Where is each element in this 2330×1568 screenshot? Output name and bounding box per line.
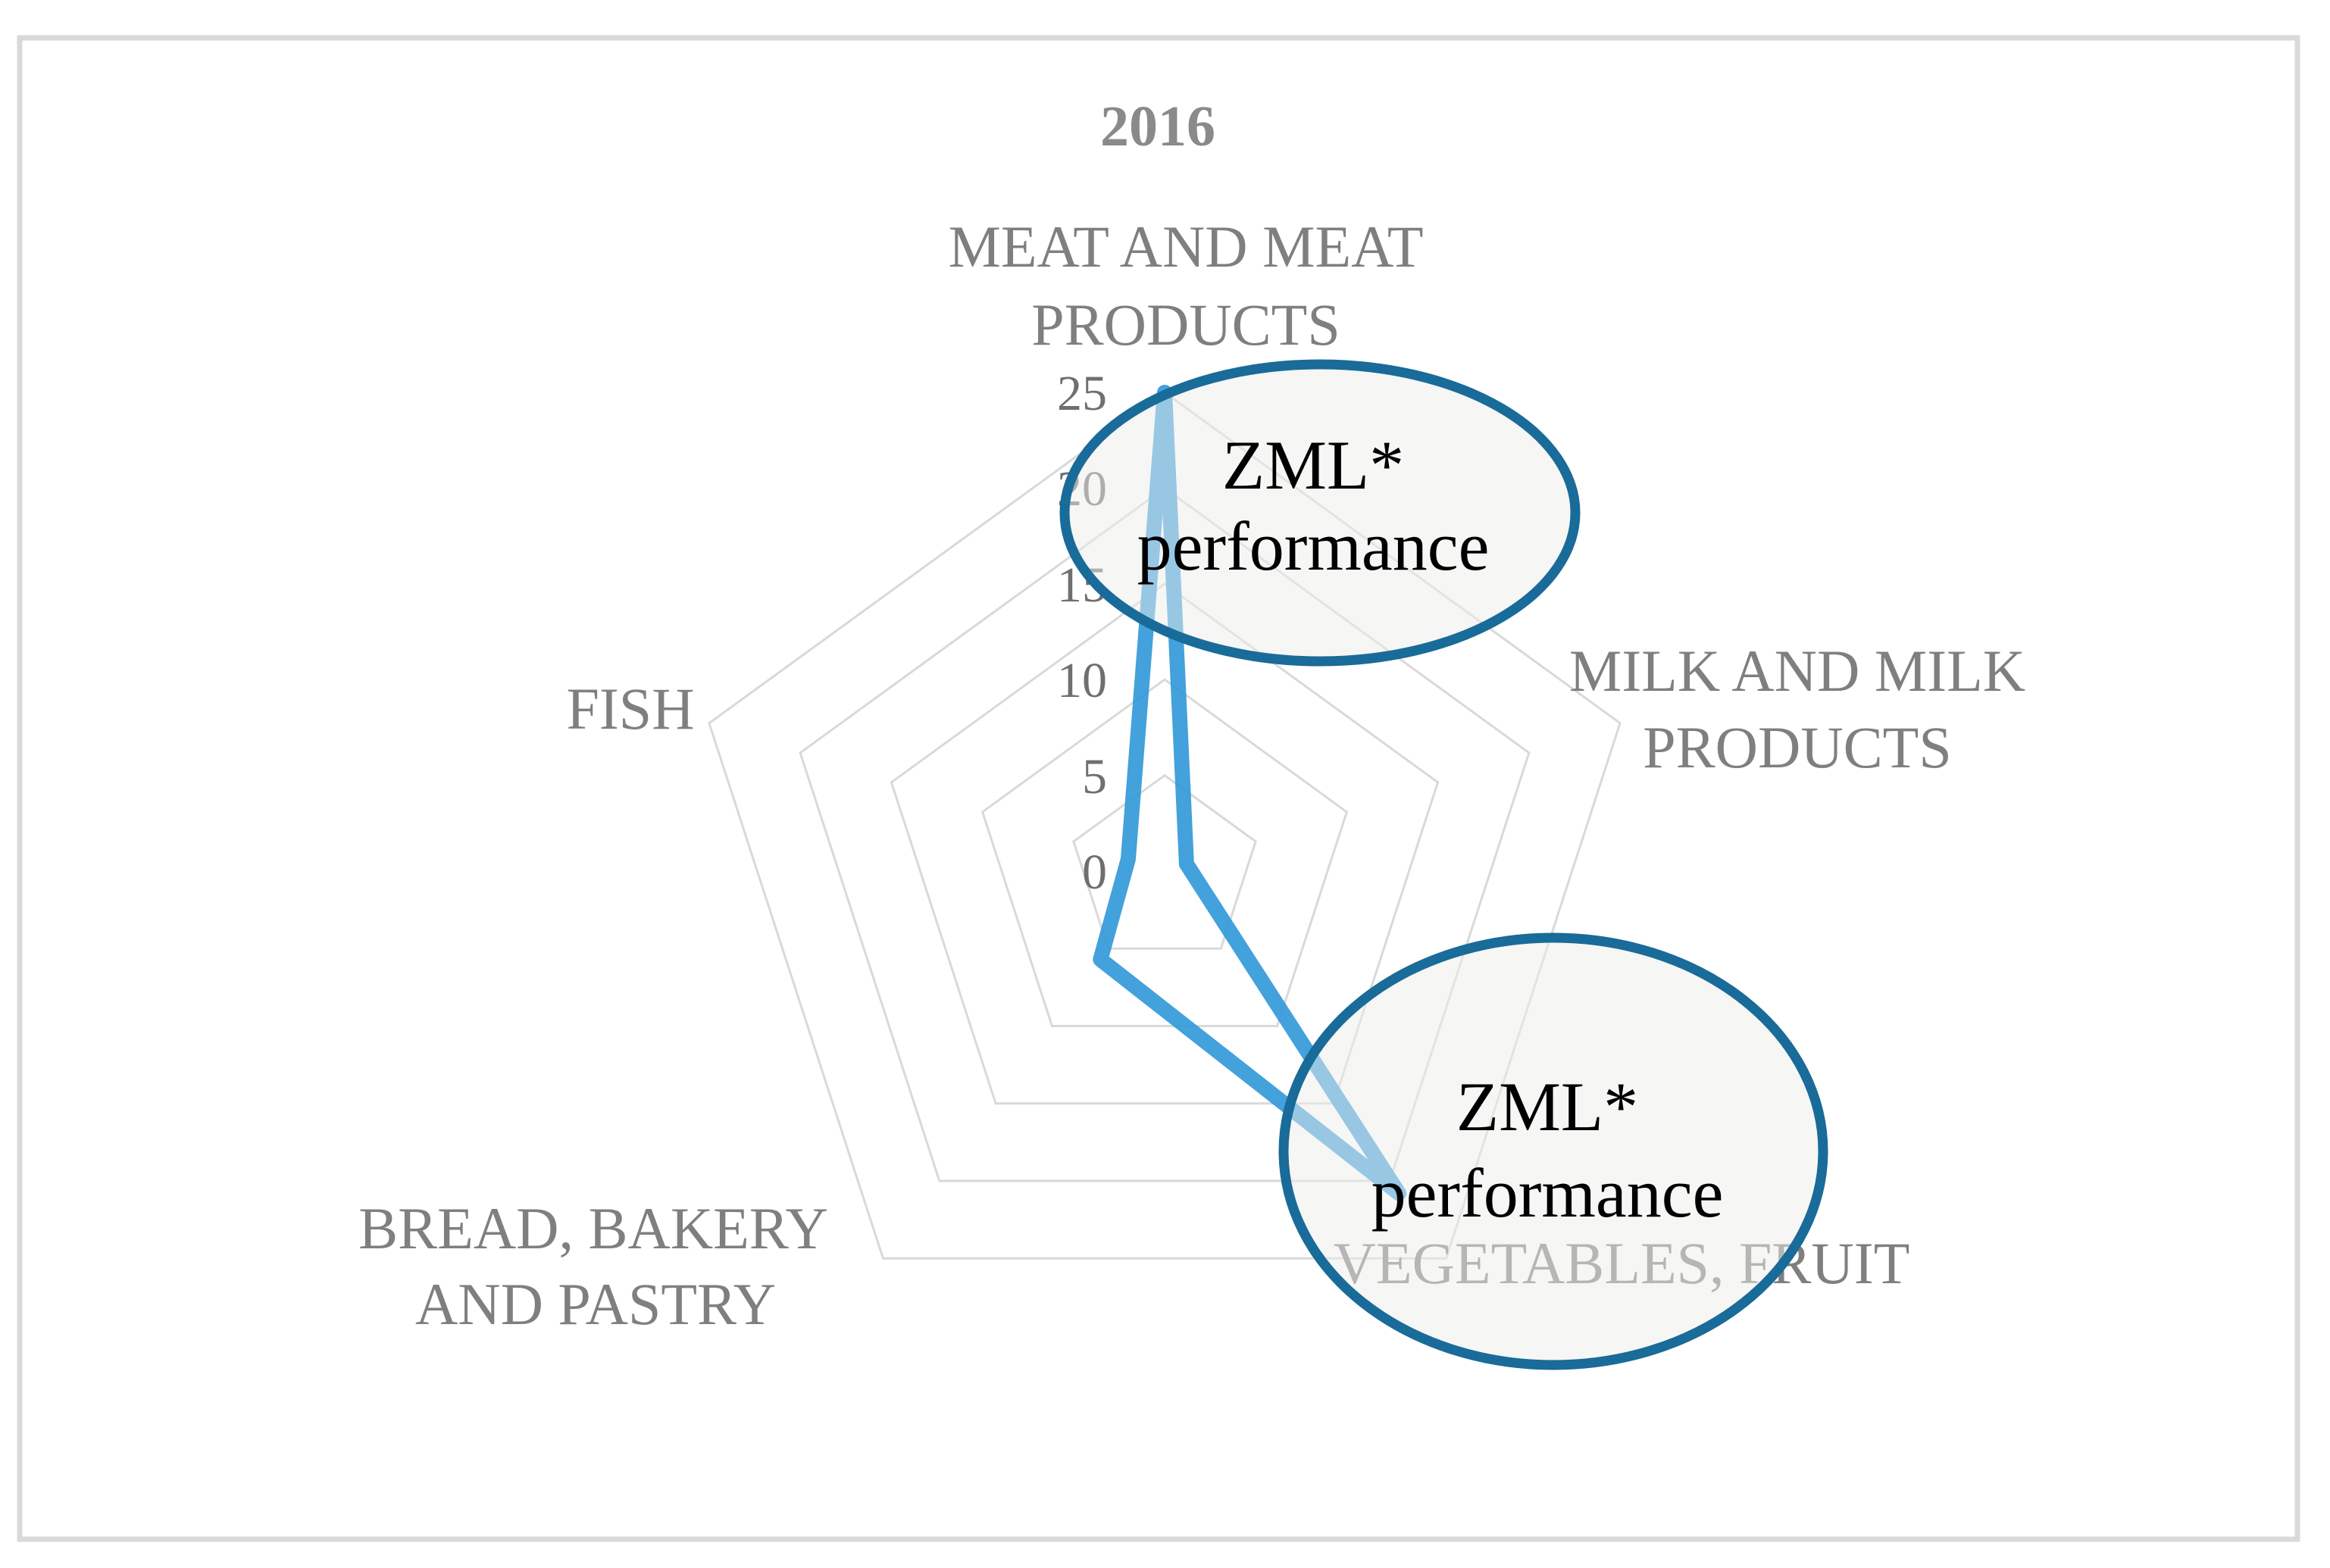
axis-label-bread-line1: BREAD, BAKERY [358, 1195, 828, 1261]
callout-top-ellipse [1059, 359, 1581, 667]
callout-top-text-line1: ZML* [1222, 426, 1404, 504]
axis-label-fish: FISH [566, 676, 694, 742]
tick-label-5: 5 [1082, 749, 1107, 804]
callout-bottom-text-line1: ZML* [1456, 1068, 1638, 1145]
grid-ring-5 [1072, 773, 1257, 950]
chart-title: 2016 [1100, 95, 1215, 158]
callout-bottom-ellipse [1278, 932, 1828, 1370]
grid-ring-15 [890, 582, 1440, 1105]
axis-label-bread-line2: AND PASTRY [415, 1271, 776, 1337]
series-polygon-zml-performance [1093, 385, 1407, 1201]
tick-label-25: 25 [1057, 366, 1107, 421]
axis-label-meat-line2: PRODUCTS [1031, 292, 1340, 358]
axis-label-meat-line1: MEAT AND MEAT [949, 214, 1424, 280]
grid-ring-20 [799, 486, 1531, 1182]
callout-top-text-line2: performance [1137, 508, 1490, 585]
axis-label-milk-line1: MILK AND MILK [1569, 638, 2025, 704]
callout-bottom-text-line2: performance [1371, 1154, 1724, 1232]
callout-top: ZML* performance [1059, 359, 1581, 667]
grid-ring-25 [708, 391, 1622, 1260]
callout-bottom: ZML* performance [1278, 932, 1828, 1370]
grid-ring-10 [980, 678, 1349, 1027]
axis-label-milk-line2: PRODUCTS [1643, 714, 1951, 780]
tick-label-0: 0 [1082, 845, 1107, 900]
grid-rings [708, 391, 1622, 1260]
canvas-border [17, 35, 2300, 1542]
tick-label-10: 10 [1057, 653, 1107, 708]
